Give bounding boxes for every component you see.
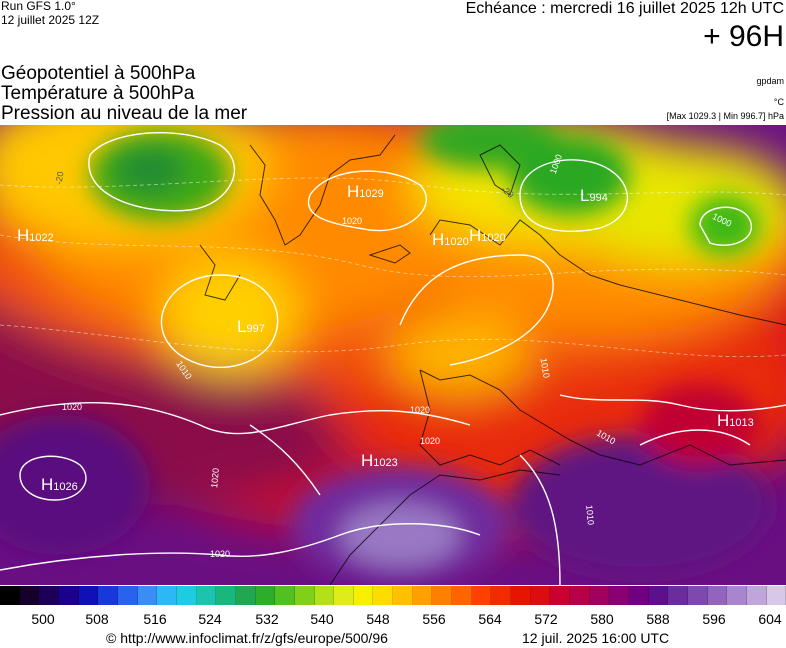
isobar-label: 1010	[584, 504, 596, 526]
scale-tick: 540	[310, 611, 334, 627]
scale-tick: 500	[31, 611, 55, 627]
color-swatch	[235, 586, 256, 605]
pressure-center-h1020-b: H1020	[469, 226, 506, 245]
color-swatch	[314, 586, 335, 605]
color-swatch	[707, 586, 728, 605]
scale-tick: 524	[198, 611, 222, 627]
pressure-center-h1023: H1023	[361, 451, 398, 470]
scale-tick: 580	[590, 611, 614, 627]
color-swatch	[255, 586, 276, 605]
color-swatch	[668, 586, 688, 605]
scale-tick: 508	[85, 611, 109, 627]
color-swatch	[0, 586, 20, 605]
pressure-center-h1022: H1022	[17, 226, 54, 245]
isobar-label: 1020	[210, 549, 231, 559]
unit-geopotential: gpdam	[756, 76, 784, 86]
color-swatch	[766, 586, 786, 605]
run-date: 12 juillet 2025 12Z	[1, 13, 100, 27]
color-swatch	[727, 586, 747, 605]
pressure-range: [Max 1029.3 | Min 996.7] hPa	[666, 111, 784, 121]
scale-tick: 572	[534, 611, 558, 627]
color-swatch	[117, 586, 138, 605]
color-swatch	[589, 586, 610, 605]
color-swatch	[570, 586, 590, 605]
color-swatch	[196, 586, 217, 605]
pressure-center-h1026: H1026	[41, 475, 78, 494]
pressure-center-h1029: H1029	[347, 182, 384, 201]
isobar-label: 1020	[410, 405, 431, 415]
isobar-label: 1020	[62, 402, 83, 412]
color-swatch	[39, 586, 59, 605]
color-swatch	[334, 586, 354, 605]
scale-tick: 532	[255, 611, 279, 627]
color-swatch	[216, 586, 236, 605]
color-swatch	[491, 586, 512, 605]
color-swatch	[550, 586, 571, 605]
weather-map[interactable]: H1022 H1029 H1020 H1020 L994 L997 H1023 …	[0, 125, 786, 585]
scale-tick: 564	[478, 611, 502, 627]
scale-tick: 604	[758, 611, 782, 627]
title-geopotential: Géopotentiel à 500hPa	[1, 63, 196, 84]
color-scale	[0, 586, 786, 605]
color-swatch	[648, 586, 669, 605]
source-url[interactable]: © http://www.infoclimat.fr/z/gfs/europe/…	[106, 630, 388, 646]
pressure-center-h1020-a: H1020	[432, 230, 469, 249]
color-swatch	[609, 586, 629, 605]
color-swatch	[294, 586, 315, 605]
title-pressure: Pression au niveau de la mer	[1, 103, 248, 124]
color-swatch	[98, 586, 118, 605]
color-swatch	[412, 586, 433, 605]
scale-tick: 548	[366, 611, 390, 627]
title-temperature: Température à 500hPa	[1, 83, 195, 104]
color-swatch	[373, 586, 394, 605]
scale-tick: 516	[143, 611, 167, 627]
color-swatch	[19, 586, 40, 605]
isobar-label: 1020	[342, 216, 363, 226]
scale-tick: 596	[702, 611, 726, 627]
color-swatch	[452, 586, 472, 605]
color-swatch	[687, 586, 708, 605]
color-swatch	[275, 586, 295, 605]
echeance-label: Echéance : mercredi 16 juillet 2025 12h …	[465, 0, 784, 17]
unit-temperature: °C	[773, 97, 784, 107]
scale-tick: 556	[422, 611, 446, 627]
footer-date: 12 juil. 2025 16:00 UTC	[522, 630, 670, 646]
isobar-label: 1020	[209, 467, 221, 489]
color-swatch	[137, 586, 158, 605]
color-swatch	[629, 586, 649, 605]
color-swatch	[78, 586, 99, 605]
color-swatch	[157, 586, 177, 605]
color-swatch	[471, 586, 492, 605]
scale-ticks: 500 508 516 524 532 540 548 556 564 572 …	[0, 611, 786, 627]
color-swatch	[746, 586, 767, 605]
color-swatch	[432, 586, 453, 605]
color-swatch	[353, 586, 374, 605]
pressure-center-l994: L994	[580, 186, 608, 205]
run-label: Run GFS 1.0°	[1, 0, 76, 13]
pressure-center-h1013: H1013	[717, 411, 754, 430]
color-swatch	[176, 586, 197, 605]
color-swatch	[511, 586, 531, 605]
scale-tick: 588	[646, 611, 670, 627]
color-swatch	[58, 586, 79, 605]
isobar-label: 1020	[420, 436, 441, 446]
pressure-center-l997: L997	[237, 317, 265, 336]
color-swatch	[530, 586, 551, 605]
lead-time: + 96H	[703, 20, 784, 53]
color-swatch	[393, 586, 413, 605]
